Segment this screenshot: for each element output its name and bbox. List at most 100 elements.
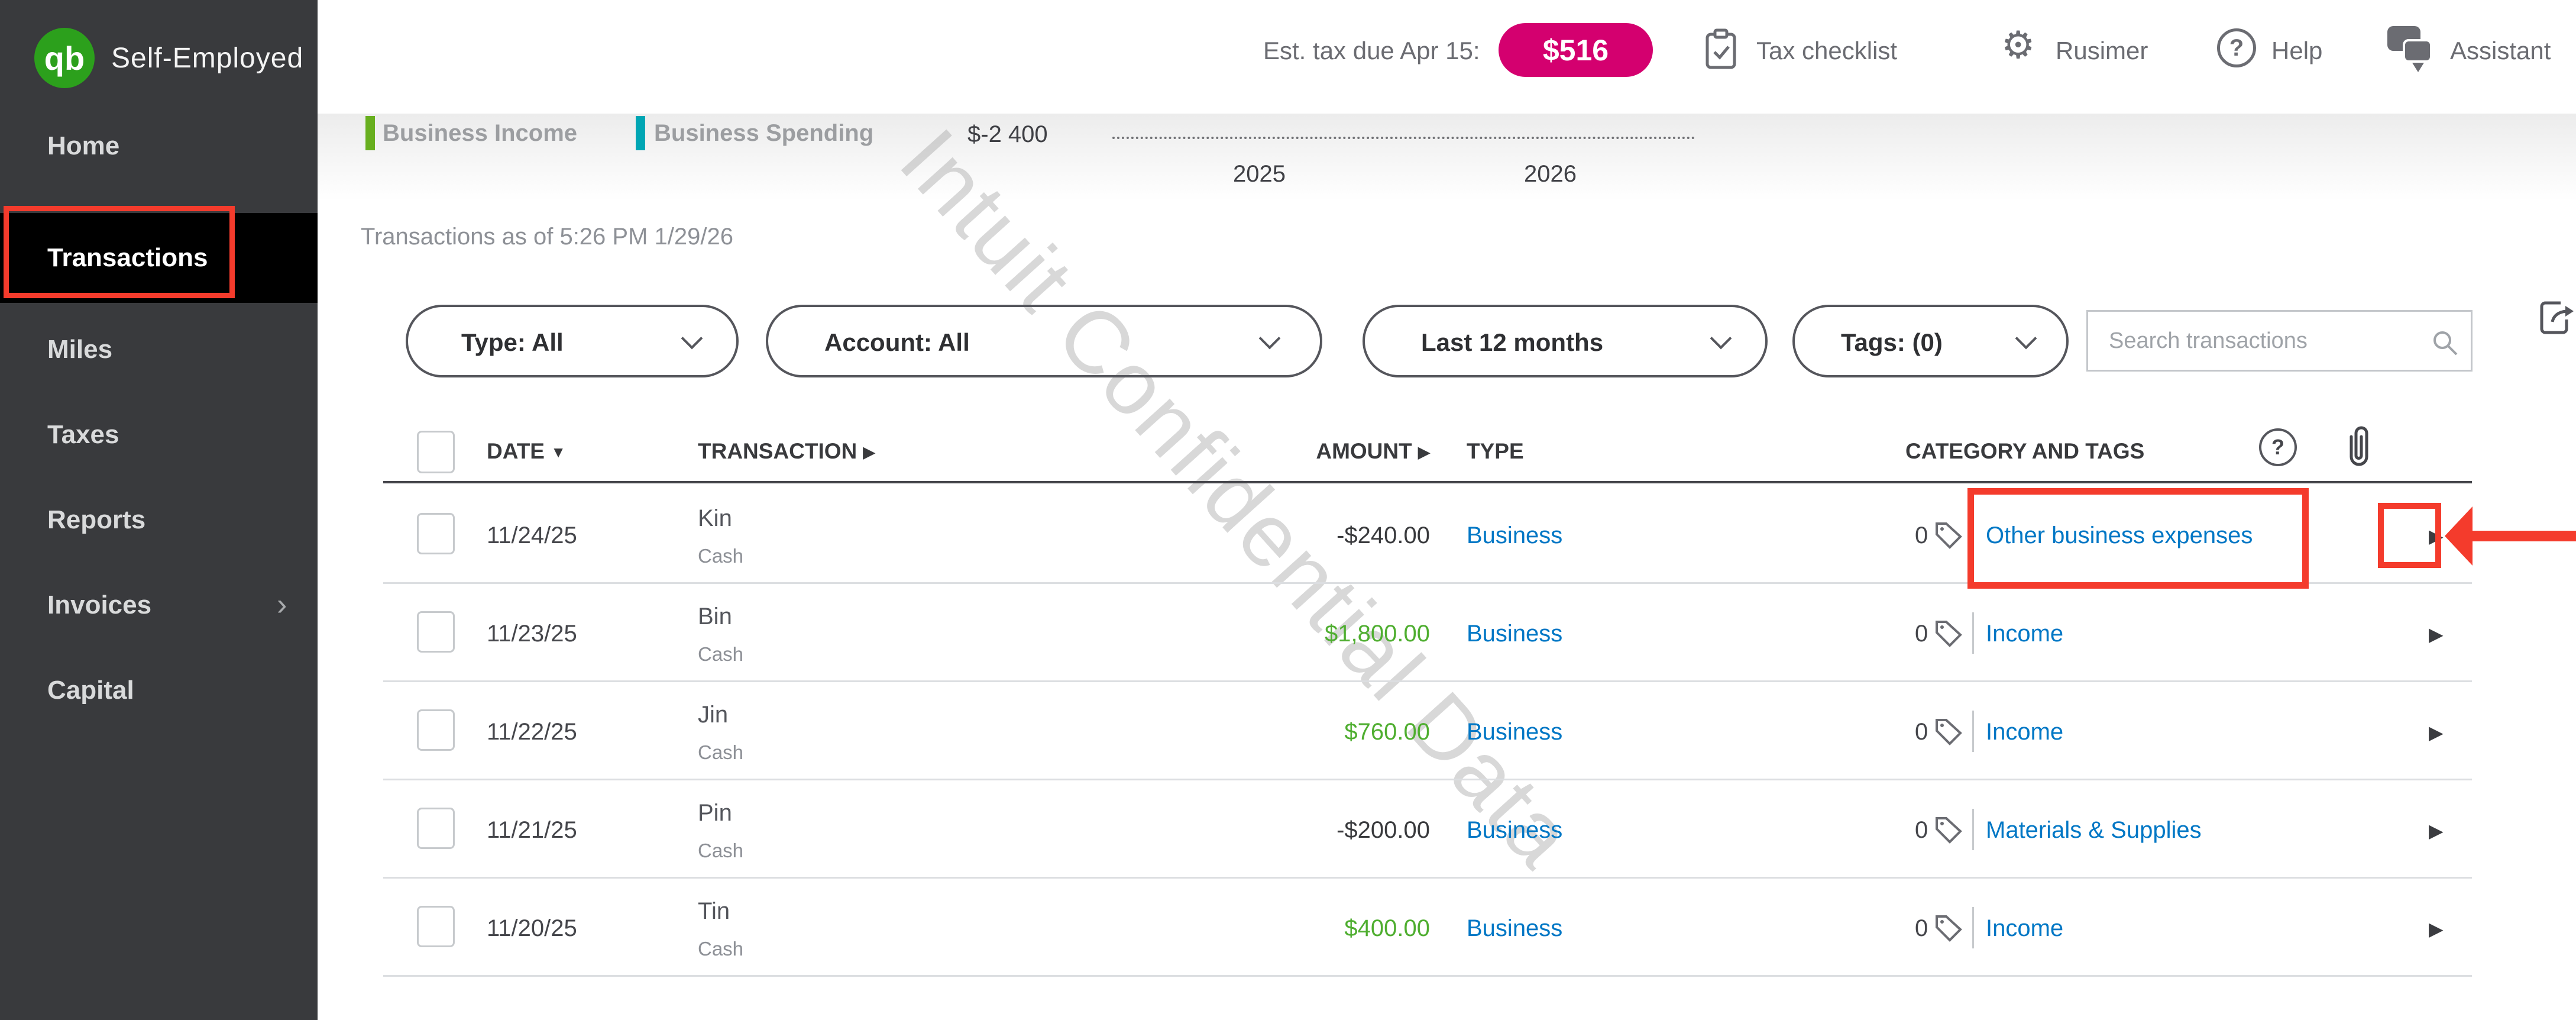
help-icon[interactable]: ?: [2217, 28, 2256, 67]
row-category-link[interactable]: Income: [1986, 621, 2064, 647]
export-icon[interactable]: [2537, 299, 2576, 339]
chevron-down-icon: [1258, 327, 1281, 350]
header-type[interactable]: TYPE: [1467, 439, 1524, 463]
row-tag-count: 0: [1915, 522, 1928, 548]
row-tag-count: 0: [1915, 817, 1928, 843]
account-filter-dropdown[interactable]: Account: All: [766, 305, 1322, 377]
chart-axis-value: $-2 400: [967, 121, 1048, 147]
tax-checklist-icon[interactable]: [1705, 28, 1737, 73]
category-help-icon[interactable]: ?: [2259, 428, 2297, 466]
select-all-checkbox[interactable]: [417, 431, 455, 473]
row-type-link[interactable]: Business: [1467, 522, 1563, 548]
row-date: 11/21/25: [487, 817, 577, 843]
tags-filter-dropdown[interactable]: Tags: (0): [1792, 305, 2069, 377]
table-row[interactable]: 11/22/25 Jin Cash $760.00 Business 0 Inc…: [383, 682, 2472, 780]
header-date[interactable]: DATE ▼: [487, 439, 566, 464]
tag-icon[interactable]: [1933, 618, 1964, 652]
row-merchant: Kin: [698, 505, 732, 531]
row-expand-chevron-icon[interactable]: ▶: [2429, 624, 2444, 645]
row-expand-chevron-icon[interactable]: ▶: [2429, 722, 2444, 743]
divider: [1972, 809, 1974, 850]
row-amount: $1,800.00: [1325, 621, 1430, 647]
row-checkbox[interactable]: [417, 513, 455, 554]
sort-right-icon: ▶: [1418, 443, 1430, 461]
row-checkbox[interactable]: [417, 611, 455, 653]
header-transaction-label: TRANSACTION: [698, 439, 857, 463]
row-type-link[interactable]: Business: [1467, 817, 1563, 843]
sidebar-item-transactions[interactable]: Transactions: [0, 213, 318, 303]
app-logo[interactable]: qb Self-Employed: [34, 27, 303, 89]
table-row[interactable]: 11/21/25 Pin Cash -$200.00 Business 0 Ma…: [383, 780, 2472, 879]
row-account: Cash: [698, 741, 744, 763]
sidebar: qb Self-Employed Home Transactions Miles…: [0, 0, 318, 1020]
row-merchant: Bin: [698, 603, 732, 630]
chart-year-2026: 2026: [1524, 161, 1577, 187]
row-merchant: Tin: [698, 898, 730, 924]
est-tax-amount-badge[interactable]: $516: [1499, 23, 1653, 77]
header-amount[interactable]: AMOUNT ▶: [1117, 439, 1430, 464]
row-date: 11/20/25: [487, 915, 577, 941]
tag-icon[interactable]: [1933, 913, 1964, 947]
transactions-as-of: Transactions as of 5:26 PM 1/29/26: [361, 224, 733, 250]
row-checkbox[interactable]: [417, 709, 455, 751]
type-filter-dropdown[interactable]: Type: All: [406, 305, 739, 377]
row-category-link[interactable]: Income: [1986, 915, 2064, 941]
row-expand-chevron-icon[interactable]: ▶: [2429, 525, 2444, 547]
sidebar-item-miles[interactable]: Miles: [47, 335, 113, 364]
row-amount: $760.00: [1344, 719, 1430, 745]
row-checkbox[interactable]: [417, 808, 455, 849]
row-expand-chevron-icon[interactable]: ▶: [2429, 820, 2444, 841]
row-category-link[interactable]: Other business expenses: [1986, 522, 2253, 548]
row-category-link[interactable]: Materials & Supplies: [1986, 817, 2202, 843]
row-checkbox[interactable]: [417, 906, 455, 947]
row-tag-count: 0: [1915, 915, 1928, 941]
row-account: Cash: [698, 840, 744, 861]
chevron-down-icon: [681, 327, 703, 350]
row-type-link[interactable]: Business: [1467, 621, 1563, 647]
search-input[interactable]: [2088, 312, 2471, 370]
sidebar-item-home[interactable]: Home: [47, 131, 120, 160]
table-row[interactable]: 11/24/25 Kin Cash -$240.00 Business 0 Ot…: [383, 486, 2576, 589]
row-amount: $400.00: [1344, 915, 1430, 941]
row-date: 11/23/25: [487, 621, 577, 647]
table-row[interactable]: 11/20/25 Tin Cash $400.00 Business 0 Inc…: [383, 879, 2472, 977]
date-range-filter-label: Last 12 months: [1421, 328, 1604, 356]
quickbooks-logo-icon: qb: [34, 28, 95, 88]
help-label[interactable]: Help: [2271, 37, 2323, 64]
date-range-filter-dropdown[interactable]: Last 12 months: [1363, 305, 1768, 377]
assistant-label[interactable]: Assistant: [2450, 37, 2551, 64]
tax-checklist-label[interactable]: Tax checklist: [1756, 37, 1898, 64]
sidebar-item-capital[interactable]: Capital: [47, 676, 134, 705]
tag-icon[interactable]: [1933, 520, 1964, 554]
chevron-down-icon: [2015, 327, 2037, 350]
sort-desc-icon: ▼: [551, 443, 566, 461]
row-type-link[interactable]: Business: [1467, 719, 1563, 745]
row-expand-chevron-icon[interactable]: ▶: [2429, 918, 2444, 940]
gear-icon[interactable]: ⚙: [2001, 24, 2035, 66]
sidebar-item-taxes[interactable]: Taxes: [47, 420, 119, 449]
row-type-link[interactable]: Business: [1467, 915, 1563, 941]
tags-filter-label: Tags: (0): [1841, 328, 1943, 356]
row-tag-count: 0: [1915, 621, 1928, 647]
account-filter-label: Account: All: [824, 328, 970, 356]
header-date-label: DATE: [487, 439, 545, 463]
main-content: Intuit Confidential Data Est. tax due Ap…: [318, 0, 2576, 1020]
row-category-link[interactable]: Income: [1986, 719, 2064, 745]
tag-icon[interactable]: [1933, 815, 1964, 848]
attachment-paperclip-icon: [2342, 425, 2375, 473]
annotation-box-transactions: [4, 206, 235, 298]
legend-swatch-business-income: [365, 116, 375, 150]
divider: [1972, 514, 1974, 556]
assistant-chat-icon[interactable]: [2387, 26, 2435, 73]
sidebar-item-reports[interactable]: Reports: [47, 505, 146, 534]
chart-band: [318, 114, 2576, 201]
header-category-and-tags[interactable]: CATEGORY AND TAGS: [1905, 439, 2145, 463]
row-date: 11/22/25: [487, 719, 577, 745]
invoices-chevron-icon[interactable]: ›: [277, 588, 287, 622]
tag-icon[interactable]: [1933, 716, 1964, 750]
sidebar-item-invoices[interactable]: Invoices: [47, 590, 152, 619]
row-merchant: Pin: [698, 800, 732, 826]
table-row[interactable]: 11/23/25 Bin Cash $1,800.00 Business 0 I…: [383, 584, 2472, 682]
header-transaction[interactable]: TRANSACTION ▶: [698, 439, 875, 464]
settings-label[interactable]: Rusimer: [2056, 37, 2148, 64]
